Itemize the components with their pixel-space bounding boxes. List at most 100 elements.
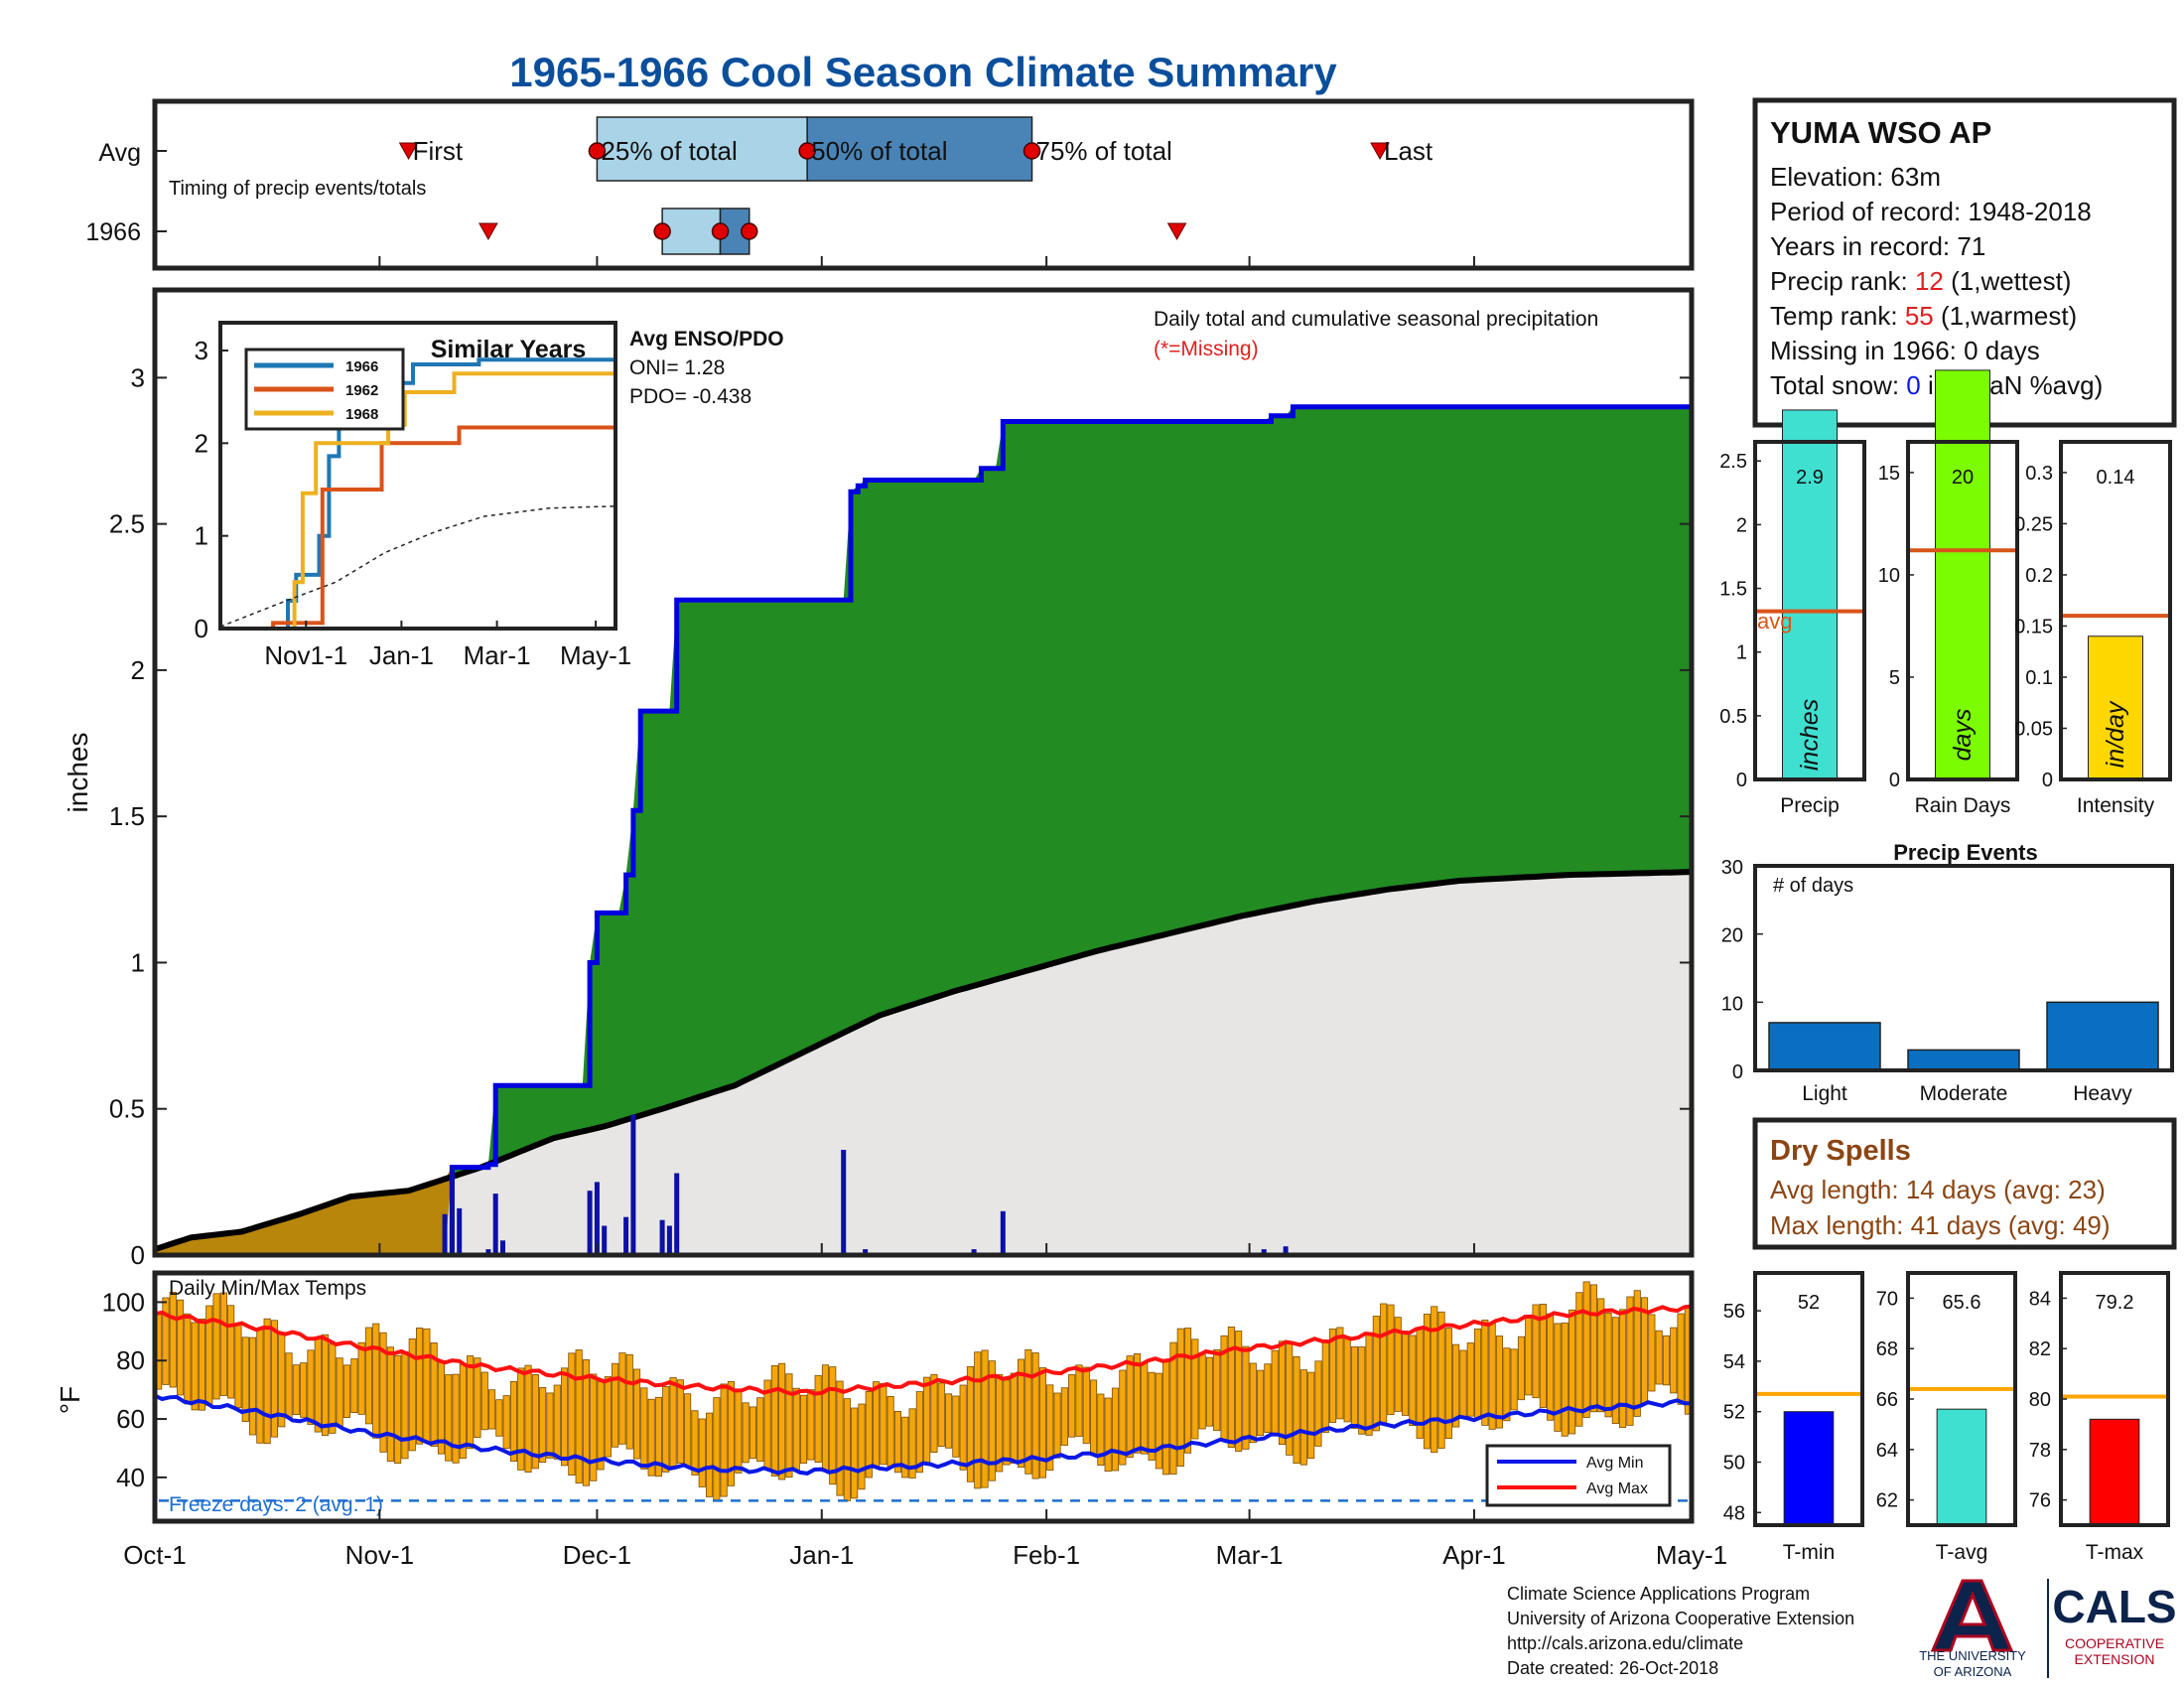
precip-summary-label-2: Intensity	[2077, 794, 2155, 817]
ua-name-2: OF ARIZONA	[1934, 1664, 2012, 1679]
temp-summary-value-1: 65.6	[1943, 1292, 1981, 1314]
daily-temp-bar	[1517, 1336, 1526, 1401]
daily-temp-bar	[1569, 1309, 1576, 1435]
temp-y-tick-label: 40	[116, 1463, 145, 1492]
daily-temp-bar	[1604, 1312, 1612, 1418]
avg-p75-marker	[1023, 142, 1041, 160]
inset-x-tick-label: May-1	[560, 640, 631, 670]
daily-temp-bar	[553, 1384, 561, 1460]
daily-temp-bar	[1082, 1366, 1090, 1444]
x-tick-label: Jan-1	[789, 1540, 854, 1570]
precip-summary-value-2: 0.14	[2097, 467, 2135, 489]
daily-temp-bar	[292, 1364, 300, 1415]
daily-temp-bar	[945, 1393, 953, 1449]
daily-temp-bar	[901, 1416, 909, 1478]
station-period: Period of record: 1948-2018	[1770, 197, 2092, 226]
daily-temp-bar	[379, 1332, 387, 1453]
daily-precip-bars	[442, 1114, 1289, 1255]
daily-temp-bar	[467, 1355, 475, 1450]
daily-temp-bar	[915, 1391, 923, 1474]
dry-avg-length: Avg length: 14 days (avg: 23)	[1770, 1175, 2106, 1204]
inset-legend-label-1962: 1962	[345, 382, 378, 399]
daily-temp-bar	[1169, 1341, 1177, 1475]
precip-summary-bar-1	[1935, 369, 1990, 780]
above-avg-area	[155, 406, 1692, 1250]
avg-last-label: Last	[1384, 136, 1433, 166]
event-category-label: Moderate	[1920, 1082, 2008, 1105]
temp-y-tick-label: 80	[116, 1345, 145, 1375]
daily-temp-bar	[169, 1292, 177, 1388]
timing-row-avg: Avg	[98, 139, 141, 167]
daily-temp-bar	[1213, 1349, 1221, 1432]
daily-temp-bar	[1205, 1356, 1214, 1427]
inset-y-tick-label: 2	[195, 428, 208, 458]
daily-precip-bar	[492, 1194, 498, 1255]
daily-temp-bar	[423, 1328, 431, 1444]
precip-panel-tick-label: 1.5	[1719, 579, 1747, 601]
main-y-tick-label: 0.5	[109, 1094, 145, 1124]
daily-temp-bar	[256, 1328, 264, 1444]
temp-panel-tick-label: 76	[2029, 1490, 2051, 1512]
daily-temp-bar	[321, 1334, 330, 1437]
station-years: Years in record: 71	[1770, 231, 1985, 261]
daily-temp-bar	[184, 1313, 192, 1405]
daily-temp-bar	[575, 1349, 583, 1484]
daily-temp-bar	[1633, 1290, 1641, 1417]
events-y-tick-label: 10	[1721, 993, 1743, 1015]
timing-markers	[155, 142, 1390, 241]
event-bar-0	[1768, 1022, 1881, 1071]
daily-temp-bar	[1402, 1331, 1410, 1416]
daily-temp-bar	[191, 1322, 199, 1411]
event-bar-1	[1907, 1049, 2020, 1071]
inset-axes: 0 1 2 3 Nov1-1 Jan-1 Mar-1 May-1	[195, 336, 632, 670]
main-y-tick-label: 3	[131, 362, 145, 392]
enso-title: Avg ENSO/PDO	[629, 328, 784, 351]
daily-temp-bar	[1677, 1313, 1685, 1405]
daily-temp-bar	[517, 1367, 525, 1471]
temp-legend	[1485, 1444, 1672, 1507]
daily-temp-bar	[1126, 1355, 1134, 1459]
daily-temp-bar	[893, 1411, 901, 1474]
precip-panel-tick-label: 1	[1736, 642, 1747, 664]
main-y-axis: 0 0.5 1 1.5 2 2.5 3	[109, 362, 1692, 1270]
temp-panel-tick-label: 50	[1723, 1453, 1745, 1475]
daily-temp-bar	[865, 1391, 873, 1478]
daily-temp-bar	[1387, 1304, 1395, 1416]
station-elevation: Elevation: 63m	[1770, 162, 1941, 192]
temp-panel-tick-label: 80	[2029, 1389, 2051, 1411]
temperature-chart: Daily Min/Max Temps Freeze days: 2 (avg.…	[55, 256, 1727, 1570]
precip-panel-tick-label: 0	[1736, 770, 1747, 791]
avg-last-marker	[1370, 142, 1390, 161]
precip-unit-2: in/day	[2102, 700, 2129, 768]
station-temp-rank: Temp rank: 55 (1,warmest)	[1770, 301, 2077, 331]
daily-temp-bar	[198, 1318, 206, 1411]
daily-temp-bar	[408, 1338, 416, 1452]
inset-title: Similar Years	[431, 336, 587, 363]
x-tick-label: Oct-1	[123, 1540, 187, 1570]
daily-temp-bar	[1662, 1335, 1671, 1386]
events-title: Precip Events	[1893, 840, 2038, 865]
avg-first-label: First	[413, 136, 464, 166]
daily-temp-bar	[1090, 1379, 1098, 1456]
daily-temp-bar	[415, 1328, 424, 1445]
daily-temp-bar	[1133, 1353, 1142, 1454]
event-bar-2	[2046, 1001, 2159, 1071]
x-tick-label: May-1	[1656, 1540, 1727, 1570]
daily-temp-bar	[1031, 1352, 1039, 1479]
daily-temp-bar	[1010, 1372, 1018, 1465]
daily-temp-bar	[1619, 1309, 1627, 1429]
inset-y-tick-label: 1	[195, 521, 208, 551]
daily-temp-bar	[568, 1352, 576, 1477]
precip-panel-frame-2	[2059, 440, 2172, 781]
daily-temp-bar	[1547, 1313, 1555, 1421]
main-y-label: inches	[63, 733, 93, 813]
daily-temp-bar	[1554, 1323, 1562, 1432]
daily-temp-bar	[908, 1408, 916, 1478]
daily-temp-bar	[1046, 1384, 1054, 1472]
ua-name-1: THE UNIVERSITY	[1919, 1648, 2026, 1663]
temp-panel-tick-label: 48	[1723, 1502, 1745, 1524]
daily-precip-bar	[630, 1114, 636, 1255]
daily-temp-bar	[386, 1346, 394, 1463]
dry-spells-box: Dry Spells Avg length: 14 days (avg: 23)…	[1752, 1117, 2177, 1250]
precip-panel-tick-label: 10	[1878, 565, 1900, 587]
